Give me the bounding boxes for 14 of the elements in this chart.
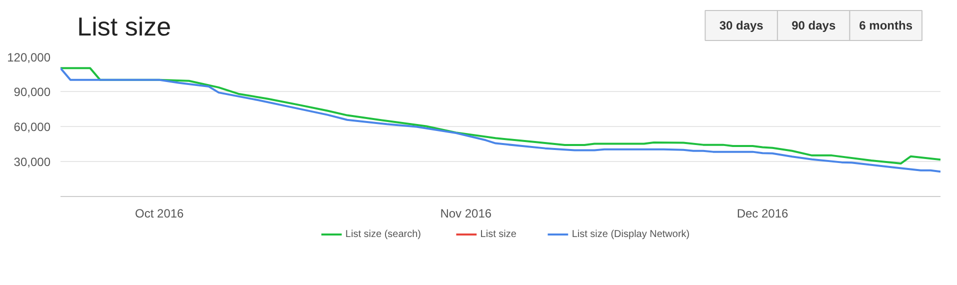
chart-title: List size [77, 12, 172, 42]
y-tick-label: 120,000 [7, 50, 51, 64]
x-tick-label: Oct 2016 [135, 206, 184, 220]
text: 6 months [859, 18, 913, 32]
y-tick-label: 90,000 [14, 85, 51, 99]
x-tick-label: Nov 2016 [440, 206, 492, 220]
y-tick-label: 30,000 [14, 155, 51, 169]
x-tick-label: Dec 2016 [736, 206, 789, 220]
text: 30 days [719, 18, 764, 32]
legend-label: List size [480, 229, 517, 240]
legend-label: List size (Display Network) [572, 229, 690, 240]
y-tick-label: 60,000 [14, 120, 51, 134]
text: 90 days [792, 18, 836, 32]
legend-label: List size (search) [345, 229, 422, 240]
